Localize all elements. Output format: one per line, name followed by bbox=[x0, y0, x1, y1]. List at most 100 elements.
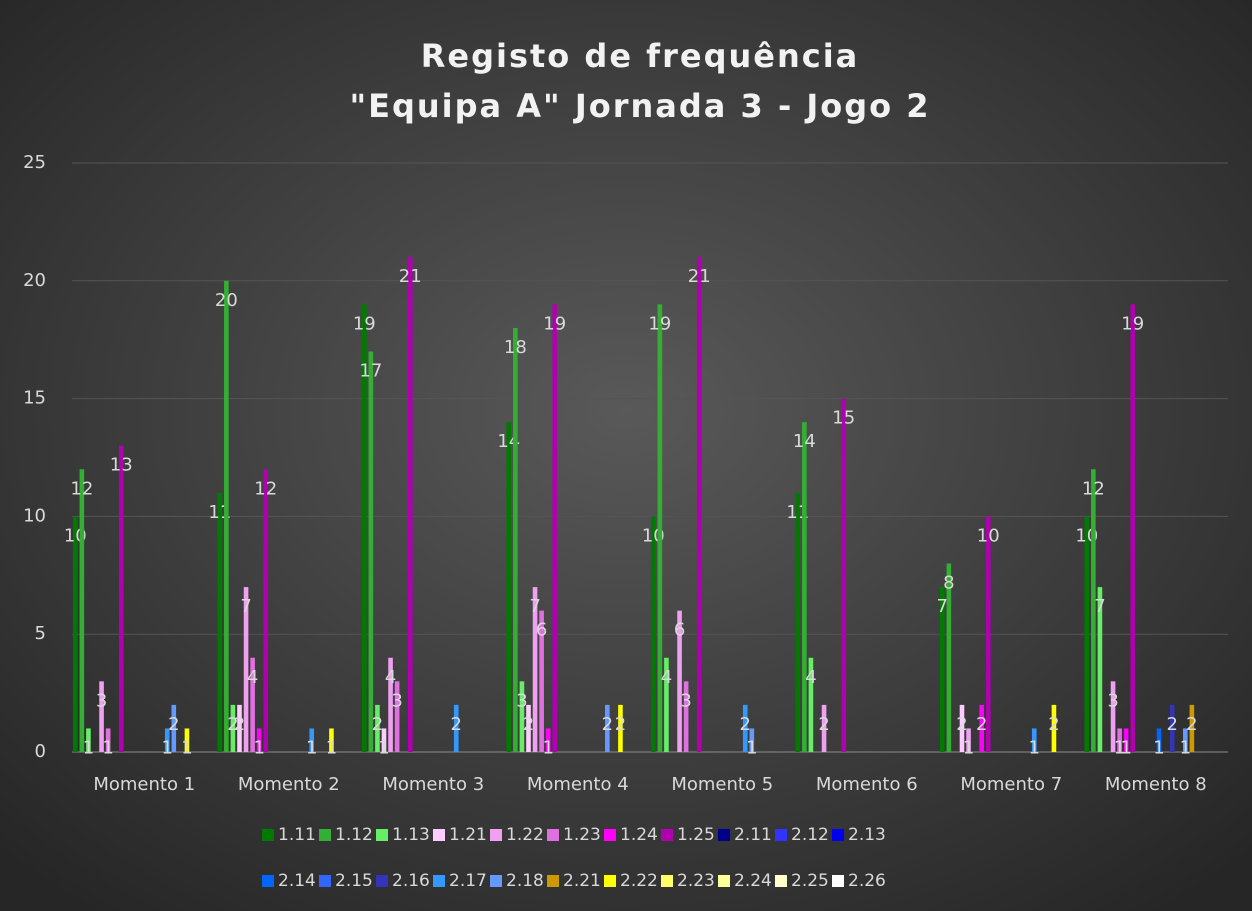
chart-subtitle: "Equipa A" Jornada 3 - Jogo 2 bbox=[349, 87, 930, 125]
legend-label: 2.13 bbox=[848, 825, 886, 845]
bar bbox=[1091, 469, 1096, 752]
bar bbox=[224, 280, 229, 752]
bar bbox=[105, 728, 111, 752]
bar bbox=[243, 587, 249, 752]
bar bbox=[1169, 704, 1175, 752]
bar bbox=[605, 704, 610, 752]
legend-label: 2.12 bbox=[791, 825, 829, 845]
data-label: 12 bbox=[70, 478, 93, 499]
bar bbox=[618, 704, 623, 752]
bar bbox=[795, 492, 801, 752]
bar bbox=[118, 445, 124, 752]
bar bbox=[388, 657, 393, 752]
bar bbox=[375, 704, 380, 752]
data-label: 2 bbox=[168, 714, 179, 735]
legend-label: 2.16 bbox=[392, 871, 430, 891]
bar bbox=[1110, 681, 1116, 752]
bar bbox=[72, 516, 78, 752]
legend-swatch bbox=[547, 875, 559, 887]
data-label: 7 bbox=[937, 596, 948, 617]
data-label: 12 bbox=[1082, 478, 1105, 499]
bar bbox=[841, 398, 847, 752]
bar bbox=[808, 657, 814, 752]
bar bbox=[939, 587, 945, 752]
legend-label: 2.21 bbox=[563, 871, 601, 891]
data-label: 2 bbox=[740, 714, 751, 735]
legend-label: 1.24 bbox=[620, 825, 658, 845]
data-label: 1 bbox=[181, 737, 192, 758]
bar bbox=[1189, 704, 1195, 752]
data-label: 1 bbox=[1180, 737, 1191, 758]
bar bbox=[539, 610, 544, 752]
x-tick-label: Momento 3 bbox=[382, 774, 484, 795]
legend-swatch bbox=[832, 829, 844, 841]
bar bbox=[749, 728, 755, 752]
legend-swatch bbox=[547, 829, 559, 841]
data-label: 19 bbox=[648, 313, 671, 334]
data-label: 1 bbox=[1114, 737, 1125, 758]
data-label: 1 bbox=[102, 737, 113, 758]
data-label: 2 bbox=[523, 714, 534, 735]
data-label: 2 bbox=[227, 714, 238, 735]
bar bbox=[79, 469, 85, 752]
data-label: 18 bbox=[504, 337, 527, 358]
bar bbox=[1084, 516, 1090, 752]
bar bbox=[979, 704, 984, 752]
data-label: 21 bbox=[399, 266, 422, 287]
data-label: 19 bbox=[1121, 313, 1144, 334]
bar bbox=[381, 728, 387, 752]
chart-title: Registo de frequência bbox=[421, 37, 860, 75]
bar bbox=[256, 728, 262, 752]
bar bbox=[696, 257, 702, 752]
y-tick-label: 20 bbox=[23, 270, 46, 291]
legend-label: 1.22 bbox=[506, 825, 544, 845]
legend-swatch bbox=[319, 829, 331, 841]
x-tick-label: Momento 1 bbox=[93, 774, 195, 795]
data-label: 3 bbox=[680, 690, 691, 711]
x-tick-label: Momento 5 bbox=[671, 774, 773, 795]
bar bbox=[513, 327, 518, 752]
bar bbox=[329, 728, 334, 752]
bar bbox=[184, 728, 190, 752]
bar bbox=[532, 587, 538, 752]
legend-label: 1.12 bbox=[335, 825, 373, 845]
legend-swatch bbox=[661, 829, 673, 841]
bar bbox=[683, 681, 689, 752]
bar bbox=[1051, 704, 1057, 752]
bar bbox=[453, 704, 459, 752]
legend-label: 1.25 bbox=[677, 825, 715, 845]
y-tick-label: 0 bbox=[35, 741, 46, 762]
legend-label: 2.11 bbox=[734, 825, 772, 845]
bar bbox=[985, 516, 991, 752]
data-label: 2 bbox=[956, 714, 967, 735]
bar bbox=[959, 704, 965, 752]
bar bbox=[368, 351, 374, 752]
data-label: 20 bbox=[215, 290, 238, 311]
legend-label: 2.22 bbox=[620, 871, 658, 891]
legend-label: 2.17 bbox=[449, 871, 487, 891]
legend-swatch bbox=[433, 829, 445, 841]
bar bbox=[650, 516, 656, 752]
y-tick-label: 10 bbox=[23, 505, 46, 526]
bar bbox=[526, 704, 531, 752]
data-label: 1 bbox=[1029, 737, 1040, 758]
bar bbox=[250, 657, 255, 752]
bar bbox=[1130, 304, 1136, 752]
data-label: 1 bbox=[542, 737, 553, 758]
data-label: 19 bbox=[543, 313, 566, 334]
data-label: 1 bbox=[1153, 737, 1164, 758]
legend-label: 1.13 bbox=[392, 825, 430, 845]
data-label: 7 bbox=[529, 596, 540, 617]
data-label: 4 bbox=[385, 667, 396, 688]
legend-label: 1.23 bbox=[563, 825, 601, 845]
data-label: 1 bbox=[162, 737, 173, 758]
legend-swatch bbox=[718, 875, 730, 887]
bar bbox=[519, 681, 525, 752]
data-label: 3 bbox=[96, 690, 107, 711]
data-label: 2 bbox=[1048, 714, 1059, 735]
legend-label: 2.23 bbox=[677, 871, 715, 891]
bar bbox=[506, 422, 512, 752]
data-label: 15 bbox=[832, 408, 855, 429]
